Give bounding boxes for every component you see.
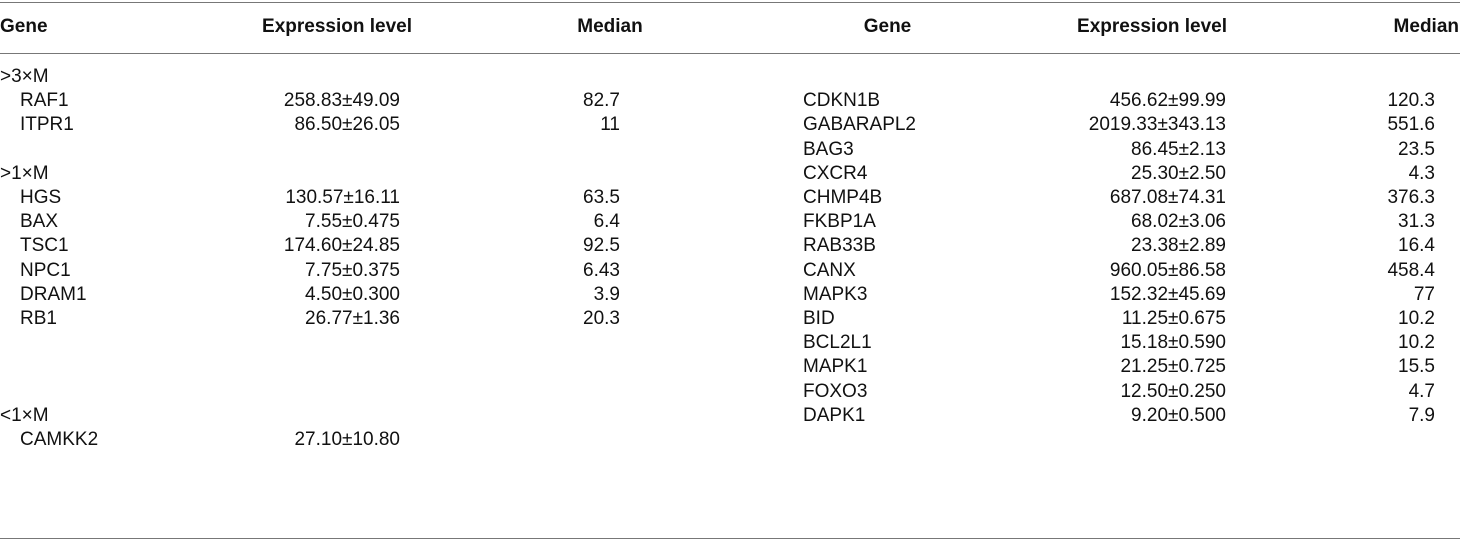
median-cell: 4.3: [1408, 163, 1435, 184]
gene-cell: HGS: [20, 187, 62, 208]
median-cell: 31.3: [1398, 211, 1435, 232]
gene-cell: NPC1: [20, 260, 71, 281]
expression-cell: 68.02±3.06: [1131, 211, 1226, 232]
gene-cell: BCL2L1: [803, 332, 872, 353]
gene-cell: CAMKK2: [20, 429, 99, 450]
header-gene-left: Gene: [0, 16, 48, 37]
gene-cell: FOXO3: [803, 381, 868, 402]
median-cell: 6.43: [583, 260, 620, 281]
expression-cell: 9.20±0.500: [1131, 405, 1226, 426]
expression-cell: 27.10±10.80: [294, 429, 400, 450]
gene-cell: BAX: [20, 211, 59, 232]
gene-cell: CHMP4B: [803, 187, 883, 208]
median-cell: 4.7: [1408, 381, 1435, 402]
median-cell: 16.4: [1398, 235, 1435, 256]
median-cell: 10.2: [1398, 332, 1435, 353]
median-cell: 82.7: [583, 90, 620, 111]
expression-cell: 12.50±0.250: [1120, 381, 1226, 402]
table-bottom-rule: [0, 538, 1460, 539]
median-cell: 10.2: [1398, 308, 1435, 329]
median-cell: 6.4: [593, 211, 620, 232]
expression-cell: 456.62±99.99: [1109, 90, 1226, 111]
header-median-right: Median: [1393, 16, 1459, 37]
header-expression-right: Expression level: [1077, 16, 1227, 37]
gene-cell: TSC1: [20, 235, 69, 256]
median-cell: 458.4: [1387, 260, 1435, 281]
expression-cell: 7.75±0.375: [305, 260, 400, 281]
median-cell: 3.9: [593, 284, 620, 305]
median-cell: 551.6: [1387, 114, 1435, 135]
expression-cell: 86.50±26.05: [294, 114, 400, 135]
median-cell: 23.5: [1398, 139, 1435, 160]
expression-cell: 4.50±0.300: [305, 284, 400, 305]
group-label: >3×M: [0, 66, 49, 87]
expression-cell: 11.25±0.675: [1121, 308, 1226, 329]
median-cell: 7.9: [1408, 405, 1435, 426]
gene-cell: MAPK3: [803, 284, 868, 305]
median-cell: 15.5: [1398, 356, 1435, 377]
expression-cell: 21.25±0.725: [1120, 356, 1226, 377]
expression-cell: 960.05±86.58: [1109, 260, 1226, 281]
header-median-left: Median: [577, 16, 643, 37]
median-cell: 77: [1413, 284, 1435, 305]
expression-cell: 15.18±0.590: [1120, 332, 1226, 353]
gene-cell: RAB33B: [803, 235, 876, 256]
expression-cell: 130.57±16.11: [285, 187, 400, 208]
gene-cell: GABARAPL2: [803, 114, 916, 135]
gene-cell: DRAM1: [20, 284, 87, 305]
expression-cell: 7.55±0.475: [305, 211, 400, 232]
median-cell: 120.3: [1387, 90, 1435, 111]
gene-cell: RB1: [20, 308, 57, 329]
median-cell: 63.5: [583, 187, 620, 208]
expression-cell: 25.30±2.50: [1131, 163, 1226, 184]
group-label: >1×M: [0, 163, 49, 184]
table-header-rule: [0, 53, 1460, 54]
expression-cell: 23.38±2.89: [1131, 235, 1226, 256]
expression-cell: 152.32±45.69: [1109, 284, 1226, 305]
median-cell: 376.3: [1387, 187, 1435, 208]
gene-cell: BID: [803, 308, 835, 329]
gene-cell: BAG3: [803, 139, 854, 160]
median-cell: 20.3: [583, 308, 620, 329]
gene-cell: CXCR4: [803, 163, 868, 184]
expression-cell: 258.83±49.09: [283, 90, 400, 111]
gene-cell: MAPK1: [803, 356, 868, 377]
gene-cell: DAPK1: [803, 405, 866, 426]
gene-cell: RAF1: [20, 90, 69, 111]
expression-cell: 174.60±24.85: [283, 235, 400, 256]
expression-cell: 26.77±1.36: [305, 308, 400, 329]
median-cell: 92.5: [583, 235, 620, 256]
expression-cell: 86.45±2.13: [1131, 139, 1226, 160]
expression-cell: 2019.33±343.13: [1088, 114, 1226, 135]
median-cell: 11: [600, 114, 620, 135]
gene-cell: FKBP1A: [803, 211, 876, 232]
group-label: <1×M: [0, 405, 49, 426]
table-top-rule: [0, 2, 1460, 3]
gene-cell: CANX: [803, 260, 856, 281]
gene-cell: CDKN1B: [803, 90, 881, 111]
header-gene-right: Gene: [863, 16, 912, 37]
expression-cell: 687.08±74.31: [1109, 187, 1226, 208]
header-expression-left: Expression level: [262, 16, 412, 37]
gene-cell: ITPR1: [20, 114, 74, 135]
